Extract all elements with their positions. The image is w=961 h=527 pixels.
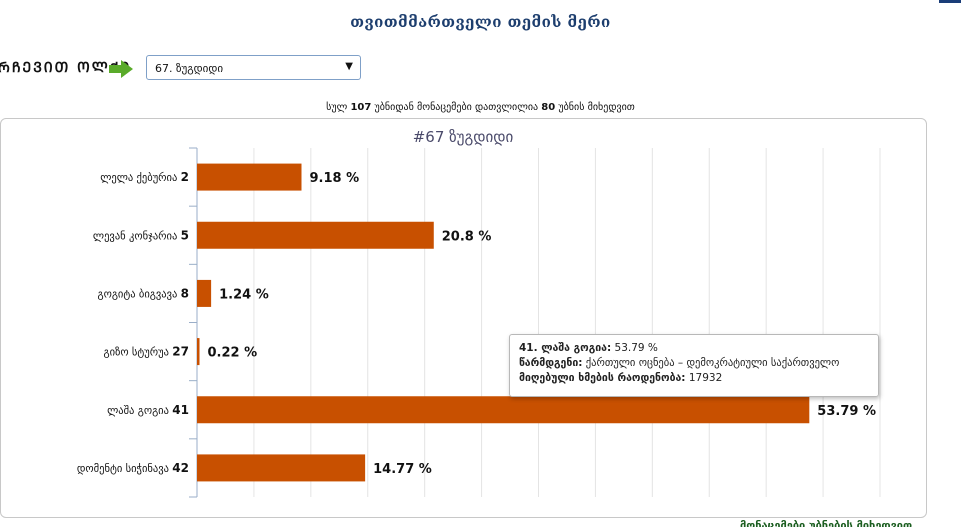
- candidate-name: ლელა ქებურია: [100, 172, 180, 184]
- value-label: 14.77 %: [373, 462, 432, 477]
- counted-stations: 80: [541, 102, 556, 113]
- candidate-name: დომენტი სიჭინავა: [77, 463, 172, 475]
- note-middle: უბნიდან მონაცემები დათვლილია: [374, 102, 539, 113]
- candidate-name: გოგიტა ბიგვავა: [97, 288, 180, 300]
- candidate-number: 27: [172, 345, 189, 359]
- counted-stations-note: სულ 107 უბნიდან მონაცემები დათვლილია 80 …: [0, 102, 961, 113]
- district-select[interactable]: 67. ზუგდიდი ▼: [146, 55, 361, 80]
- value-label: 0.22 %: [208, 346, 258, 361]
- candidate-label: გიზო სტურუა 27: [104, 345, 189, 359]
- bar: [197, 396, 810, 424]
- tooltip-votes-value: 17932: [688, 372, 723, 384]
- bar: [197, 163, 302, 191]
- candidate-label: ლევან კონჯარია 5: [93, 228, 189, 242]
- chart-title: #67 ზუგდიდი: [413, 128, 514, 146]
- candidate-number: 8: [181, 286, 189, 300]
- bar: [197, 454, 366, 482]
- footer-note: მონაცემები უბნების მიხედვით: [740, 519, 913, 527]
- value-label: 53.79 %: [817, 404, 876, 419]
- tooltip-line-votes: მიღებული ხმების რაოდენობა: 17932: [519, 371, 869, 386]
- total-stations: 107: [350, 102, 372, 113]
- candidate-label: ლელა ქებურია 2: [100, 170, 189, 184]
- value-label: 20.8 %: [442, 229, 492, 244]
- dropdown-caret-icon: ▼: [345, 61, 353, 72]
- candidate-tooltip: 41. ლაშა გოგია: 53.79 % წარმდგენი: ქართუ…: [509, 334, 879, 397]
- district-select-label: ᲠᲩᲔᲕᲘᲗ ᲝᲚᲥᲘ: [0, 60, 132, 76]
- value-label: 1.24 %: [219, 287, 269, 302]
- bar: [197, 338, 200, 366]
- candidate-label: გოგიტა ბიგვავა 8: [97, 286, 189, 300]
- tooltip-party-label: წარმდგენი:: [519, 357, 583, 369]
- page-title: თვითმმართველი თემის მერი: [350, 13, 611, 31]
- results-chart-panel: [0, 118, 927, 518]
- bar: [197, 279, 212, 307]
- candidate-name: ლევან კონჯარია: [93, 230, 181, 242]
- arrow-right-icon: [109, 60, 133, 78]
- candidate-label: ლაშა გოგია 41: [107, 403, 189, 417]
- candidate-number: 5: [181, 228, 189, 242]
- district-select-value: 67. ზუგდიდი: [155, 62, 224, 75]
- note-prefix: სულ: [326, 102, 348, 113]
- candidate-label: დომენტი სიჭინავა 42: [77, 461, 189, 475]
- candidate-number: 41: [172, 403, 189, 417]
- bar: [197, 221, 434, 249]
- tooltip-votes-label: მიღებული ხმების რაოდენობა:: [519, 372, 686, 384]
- tooltip-candidate: 41. ლაშა გოგია:: [519, 342, 612, 354]
- tooltip-party-value: ქართული ოცნება – დემოკრატიული საქართველო: [585, 357, 840, 369]
- candidate-name: გიზო სტურუა: [104, 347, 173, 359]
- tooltip-line-party: წარმდგენი: ქართული ოცნება – დემოკრატიული…: [519, 356, 869, 371]
- candidate-name: ლაშა გოგია: [107, 405, 172, 417]
- tooltip-percent: 53.79 %: [614, 342, 658, 354]
- candidate-number: 2: [181, 170, 189, 184]
- note-suffix: უბნის მიხედვით: [558, 102, 635, 113]
- value-label: 9.18 %: [309, 171, 359, 186]
- top-accent-rule: [939, 0, 961, 3]
- candidate-number: 42: [172, 461, 189, 475]
- tooltip-line-candidate: 41. ლაშა გოგია: 53.79 %: [519, 341, 869, 356]
